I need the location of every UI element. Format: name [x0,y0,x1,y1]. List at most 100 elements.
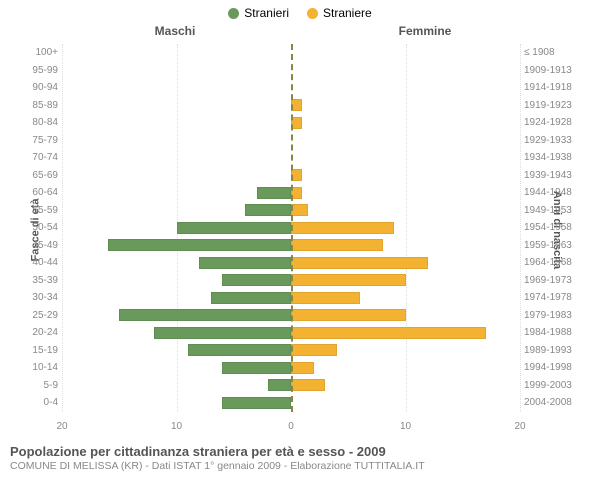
female-bar [291,274,406,286]
male-half [62,152,291,164]
legend-swatch-female [307,8,318,19]
chart-title: Popolazione per cittadinanza straniera p… [10,444,590,459]
male-half [62,64,291,76]
male-bar [211,292,291,304]
male-half [62,309,291,321]
male-bar [119,309,291,321]
birth-year-label: 1944-1948 [524,187,582,198]
male-half [62,204,291,216]
male-half [62,169,291,181]
female-half [291,257,520,269]
birth-year-label: 1989-1993 [524,345,582,356]
male-half [62,362,291,374]
age-bracket-label: 15-19 [20,345,58,356]
female-half [291,82,520,94]
male-half [62,397,291,409]
gridline [520,44,521,412]
age-bracket-label: 50-54 [20,222,58,233]
female-bar [291,379,325,391]
age-bracket-label: 70-74 [20,152,58,163]
female-half [291,309,520,321]
male-half [62,274,291,286]
male-bar [188,344,291,356]
age-bracket-label: 80-84 [20,117,58,128]
age-bracket-label: 10-14 [20,362,58,373]
male-bar [257,187,291,199]
male-bar [154,327,291,339]
birth-year-label: ≤ 1908 [524,47,582,58]
female-half [291,222,520,234]
female-half [291,64,520,76]
female-half [291,274,520,286]
age-bracket-label: 35-39 [20,275,58,286]
female-bar [291,292,360,304]
legend-swatch-male [228,8,239,19]
male-half [62,379,291,391]
birth-year-label: 1994-1998 [524,362,582,373]
male-half [62,222,291,234]
female-half [291,134,520,146]
birth-year-label: 1984-1988 [524,327,582,338]
female-half [291,327,520,339]
age-bracket-label: 5-9 [20,380,58,391]
female-half [291,362,520,374]
age-bracket-label: 20-24 [20,327,58,338]
chart-legend: Stranieri Straniere [0,0,600,20]
age-bracket-label: 85-89 [20,100,58,111]
male-half [62,292,291,304]
male-half [62,134,291,146]
female-bar [291,257,428,269]
male-column-header: Maschi [0,24,300,38]
female-bar [291,362,314,374]
age-bracket-label: 100+ [20,47,58,58]
female-half [291,99,520,111]
male-bar [245,204,291,216]
birth-year-label: 1914-1918 [524,82,582,93]
birth-year-label: 1924-1928 [524,117,582,128]
male-half [62,187,291,199]
birth-year-label: 1979-1983 [524,310,582,321]
female-half [291,379,520,391]
female-bar [291,327,486,339]
plot-area: 201001020100+≤ 190895-991909-191390-9419… [62,44,520,412]
age-bracket-label: 75-79 [20,135,58,146]
age-bracket-label: 60-64 [20,187,58,198]
female-bar [291,204,308,216]
x-tick-label: 10 [171,421,182,432]
male-half [62,117,291,129]
male-bar [199,257,291,269]
age-bracket-label: 30-34 [20,292,58,303]
column-headers: Maschi Femmine [0,24,600,38]
birth-year-label: 1954-1958 [524,222,582,233]
chart-subtitle: COMUNE DI MELISSA (KR) - Dati ISTAT 1° g… [10,460,590,472]
birth-year-label: 1949-1953 [524,205,582,216]
age-bracket-label: 55-59 [20,205,58,216]
female-half [291,47,520,59]
male-half [62,344,291,356]
x-tick-label: 0 [288,421,294,432]
chart-footer: Popolazione per cittadinanza straniera p… [0,440,600,472]
birth-year-label: 1919-1923 [524,100,582,111]
female-half [291,397,520,409]
birth-year-label: 1969-1973 [524,275,582,286]
x-tick-label: 20 [56,421,67,432]
age-bracket-label: 90-94 [20,82,58,93]
female-column-header: Femmine [300,24,600,38]
birth-year-label: 2004-2008 [524,397,582,408]
female-bar [291,309,406,321]
female-half [291,292,520,304]
male-half [62,239,291,251]
age-bracket-label: 0-4 [20,397,58,408]
legend-label-male: Stranieri [244,6,289,20]
age-bracket-label: 40-44 [20,257,58,268]
birth-year-label: 1959-1963 [524,240,582,251]
birth-year-label: 1999-2003 [524,380,582,391]
male-half [62,47,291,59]
age-bracket-label: 65-69 [20,170,58,181]
female-bar [291,222,394,234]
female-half [291,239,520,251]
female-half [291,204,520,216]
x-tick-label: 10 [400,421,411,432]
male-half [62,82,291,94]
pyramid-chart: Maschi Femmine Fasce di età Anni di nasc… [0,20,600,440]
